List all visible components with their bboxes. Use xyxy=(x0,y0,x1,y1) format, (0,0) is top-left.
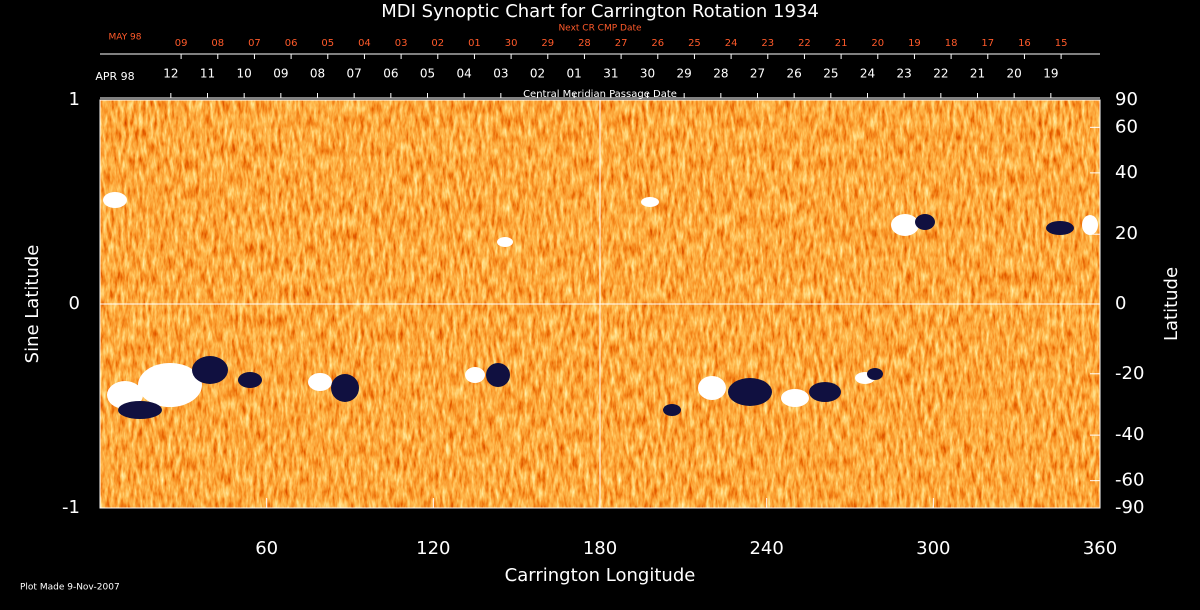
date-label: 02 xyxy=(530,67,545,81)
date-label: 21 xyxy=(835,38,848,49)
y2-tick-label: 40 xyxy=(1115,162,1138,183)
date-label: 28 xyxy=(578,38,591,49)
y-axis-title: Sine Latitude xyxy=(22,245,43,364)
y-tick-label: -1 xyxy=(62,497,80,518)
date-label: 03 xyxy=(493,67,508,81)
date-label: 01 xyxy=(567,67,582,81)
date-label: 23 xyxy=(897,67,912,81)
y2-tick-label: -60 xyxy=(1115,470,1144,491)
x-tick-label: 120 xyxy=(416,538,450,559)
date-label: 21 xyxy=(970,67,985,81)
date-label: 22 xyxy=(798,38,811,49)
date-label: 29 xyxy=(541,38,554,49)
y2-tick-label: -20 xyxy=(1115,363,1144,384)
y2-tick-label: 0 xyxy=(1115,293,1126,314)
x-tick-label: 180 xyxy=(583,538,617,559)
y2-axis-title: Latitude xyxy=(1161,267,1182,341)
date-label: 23 xyxy=(761,38,774,49)
next-date-axis-title: Next CR CMP Date xyxy=(558,24,642,34)
date-label: 31 xyxy=(603,67,618,81)
date-label: 05 xyxy=(321,38,334,49)
date-label: 09 xyxy=(175,38,188,49)
date-label: 07 xyxy=(248,38,261,49)
date-label: 27 xyxy=(750,67,765,81)
date-label: 22 xyxy=(933,67,948,81)
footnote: Plot Made 9-Nov-2007 xyxy=(20,583,120,593)
date-label: 05 xyxy=(420,67,435,81)
y2-tick-label: -90 xyxy=(1115,497,1144,518)
date-label: 16 xyxy=(1018,38,1031,49)
y-tick-label: 1 xyxy=(69,89,80,110)
date-label: 15 xyxy=(1055,38,1068,49)
chart-title: MDI Synoptic Chart for Carrington Rotati… xyxy=(381,1,819,22)
x-tick-label: 60 xyxy=(255,538,278,559)
x-tick-label: 300 xyxy=(916,538,950,559)
y2-tick-label: 60 xyxy=(1115,116,1138,137)
date-label: 10 xyxy=(237,67,252,81)
x-axis-title: Carrington Longitude xyxy=(505,565,696,586)
date-label: 29 xyxy=(677,67,692,81)
date-label: 01 xyxy=(468,38,481,49)
date-label: 08 xyxy=(310,67,325,81)
date-label: 02 xyxy=(431,38,444,49)
y2-tick-label: -40 xyxy=(1115,424,1144,445)
date-label: 20 xyxy=(1007,67,1022,81)
date-label: 25 xyxy=(688,38,701,49)
date-label: 28 xyxy=(713,67,728,81)
date-axis-month: APR 98 xyxy=(95,70,134,83)
date-label: 27 xyxy=(615,38,628,49)
date-label: 30 xyxy=(640,67,655,81)
next-date-axis-month: MAY 98 xyxy=(108,33,141,43)
date-label: 12 xyxy=(163,67,178,81)
y2-tick-label: 90 xyxy=(1115,89,1138,110)
date-axis-title: Central Meridian Passage Date xyxy=(523,89,677,100)
date-label: 24 xyxy=(725,38,738,49)
date-label: 07 xyxy=(347,67,362,81)
date-label: 18 xyxy=(945,38,958,49)
date-label: 04 xyxy=(358,38,371,49)
active-regions xyxy=(103,192,1098,419)
date-label: 04 xyxy=(457,67,472,81)
date-label: 26 xyxy=(787,67,802,81)
date-label: 25 xyxy=(823,67,838,81)
date-label: 06 xyxy=(383,67,398,81)
y-tick-label: 0 xyxy=(69,293,80,314)
y2-tick-label: 20 xyxy=(1115,223,1138,244)
date-label: 26 xyxy=(651,38,664,49)
date-label: 17 xyxy=(981,38,994,49)
date-label: 06 xyxy=(285,38,298,49)
date-label: 09 xyxy=(273,67,288,81)
date-label: 19 xyxy=(908,38,921,49)
date-label: 20 xyxy=(871,38,884,49)
date-label: 11 xyxy=(200,67,215,81)
date-label: 24 xyxy=(860,67,875,81)
date-label: 03 xyxy=(395,38,408,49)
x-tick-label: 240 xyxy=(749,538,783,559)
x-tick-label: 360 xyxy=(1083,538,1117,559)
date-label: 08 xyxy=(211,38,224,49)
date-label: 19 xyxy=(1043,67,1058,81)
date-label: 30 xyxy=(505,38,518,49)
